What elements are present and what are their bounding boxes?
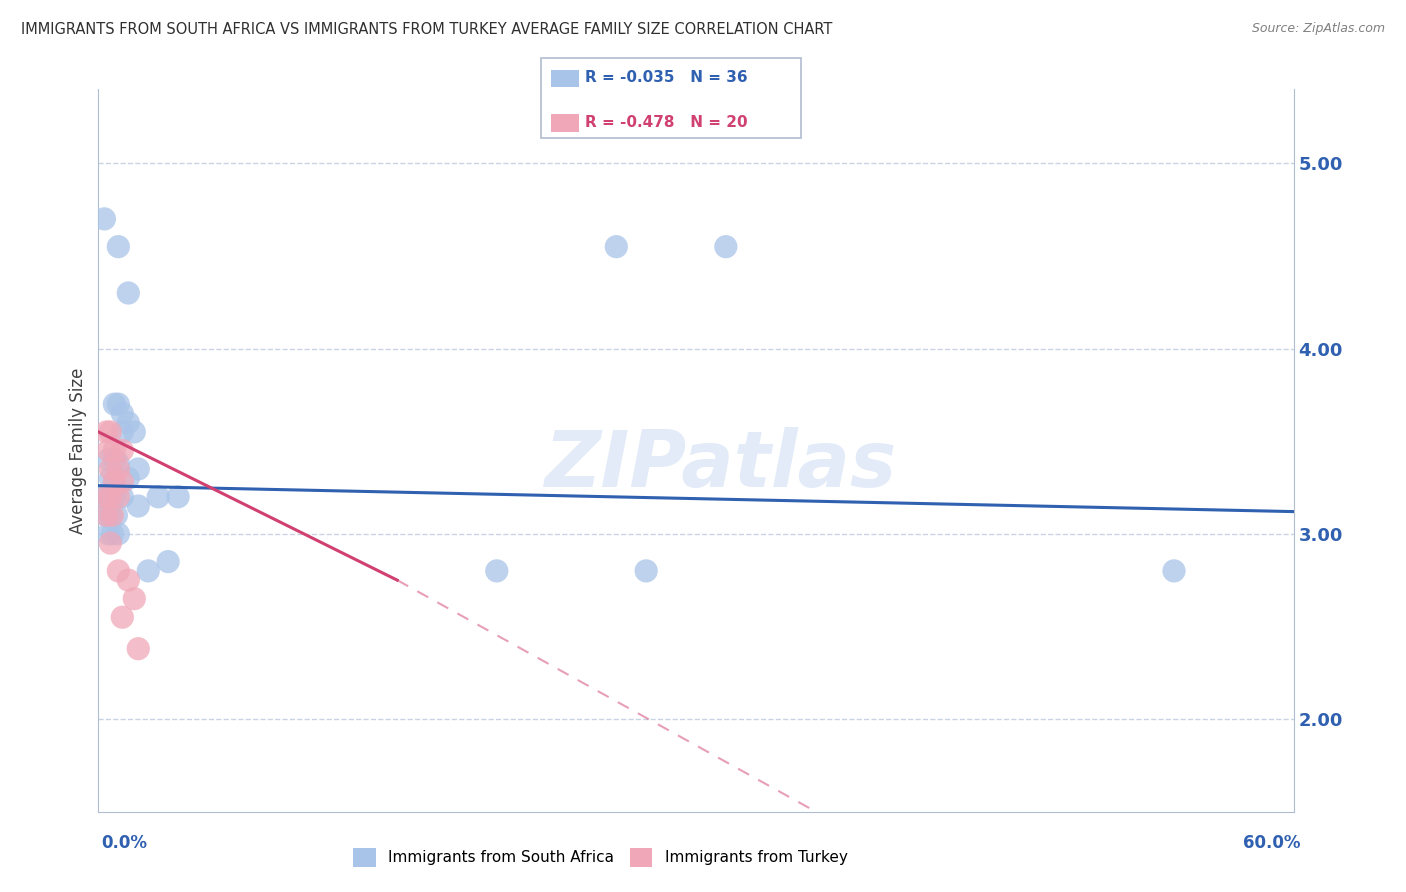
Text: IMMIGRANTS FROM SOUTH AFRICA VS IMMIGRANTS FROM TURKEY AVERAGE FAMILY SIZE CORRE: IMMIGRANTS FROM SOUTH AFRICA VS IMMIGRAN… xyxy=(21,22,832,37)
Point xyxy=(111,443,134,458)
Text: R = -0.035   N = 36: R = -0.035 N = 36 xyxy=(585,70,748,85)
Point xyxy=(117,471,139,485)
Point xyxy=(117,573,139,587)
Text: R = -0.478   N = 20: R = -0.478 N = 20 xyxy=(585,115,748,129)
Point xyxy=(107,240,129,254)
Point xyxy=(107,564,129,578)
Point xyxy=(96,508,118,523)
Point xyxy=(127,499,149,513)
Point xyxy=(117,416,139,430)
Point xyxy=(117,285,139,300)
Point xyxy=(714,240,737,254)
Y-axis label: Average Family Size: Average Family Size xyxy=(69,368,87,533)
Point xyxy=(103,452,125,467)
Point xyxy=(93,211,115,226)
Point xyxy=(605,240,627,254)
Point xyxy=(124,591,146,606)
Point xyxy=(636,564,658,578)
Legend: Immigrants from South Africa, Immigrants from Turkey: Immigrants from South Africa, Immigrants… xyxy=(347,842,853,872)
Point xyxy=(97,443,120,458)
Point xyxy=(103,475,125,489)
Text: Source: ZipAtlas.com: Source: ZipAtlas.com xyxy=(1251,22,1385,36)
Point xyxy=(98,536,122,550)
Point xyxy=(124,425,146,439)
Point xyxy=(103,397,125,411)
Point xyxy=(127,462,149,476)
Point xyxy=(157,555,180,569)
Point xyxy=(103,475,125,489)
Point xyxy=(98,490,122,504)
Point xyxy=(105,508,128,523)
Point xyxy=(111,406,134,420)
Point xyxy=(111,425,134,439)
Point xyxy=(103,443,125,458)
Point xyxy=(167,490,190,504)
Point xyxy=(485,564,508,578)
Point xyxy=(111,490,134,504)
Point xyxy=(97,526,120,541)
Point xyxy=(96,508,118,523)
Point xyxy=(98,471,122,485)
Point xyxy=(111,610,134,624)
Point xyxy=(98,508,122,523)
Point xyxy=(96,425,118,439)
Point xyxy=(107,397,129,411)
Point xyxy=(96,490,118,504)
Point xyxy=(107,526,129,541)
Point xyxy=(107,457,129,471)
Point xyxy=(1163,564,1185,578)
Point xyxy=(107,462,129,476)
Point xyxy=(127,641,149,656)
Point xyxy=(103,490,125,504)
Point xyxy=(107,490,129,504)
Point xyxy=(97,452,120,467)
Point xyxy=(101,508,124,523)
Point xyxy=(98,462,122,476)
Point xyxy=(148,490,170,504)
Point xyxy=(93,490,115,504)
Text: ZIPatlas: ZIPatlas xyxy=(544,427,896,503)
Point xyxy=(97,490,120,504)
Point xyxy=(111,475,134,489)
Point xyxy=(101,526,124,541)
Point xyxy=(98,425,122,439)
Point xyxy=(136,564,159,578)
Text: 60.0%: 60.0% xyxy=(1243,834,1301,852)
Text: 0.0%: 0.0% xyxy=(101,834,148,852)
